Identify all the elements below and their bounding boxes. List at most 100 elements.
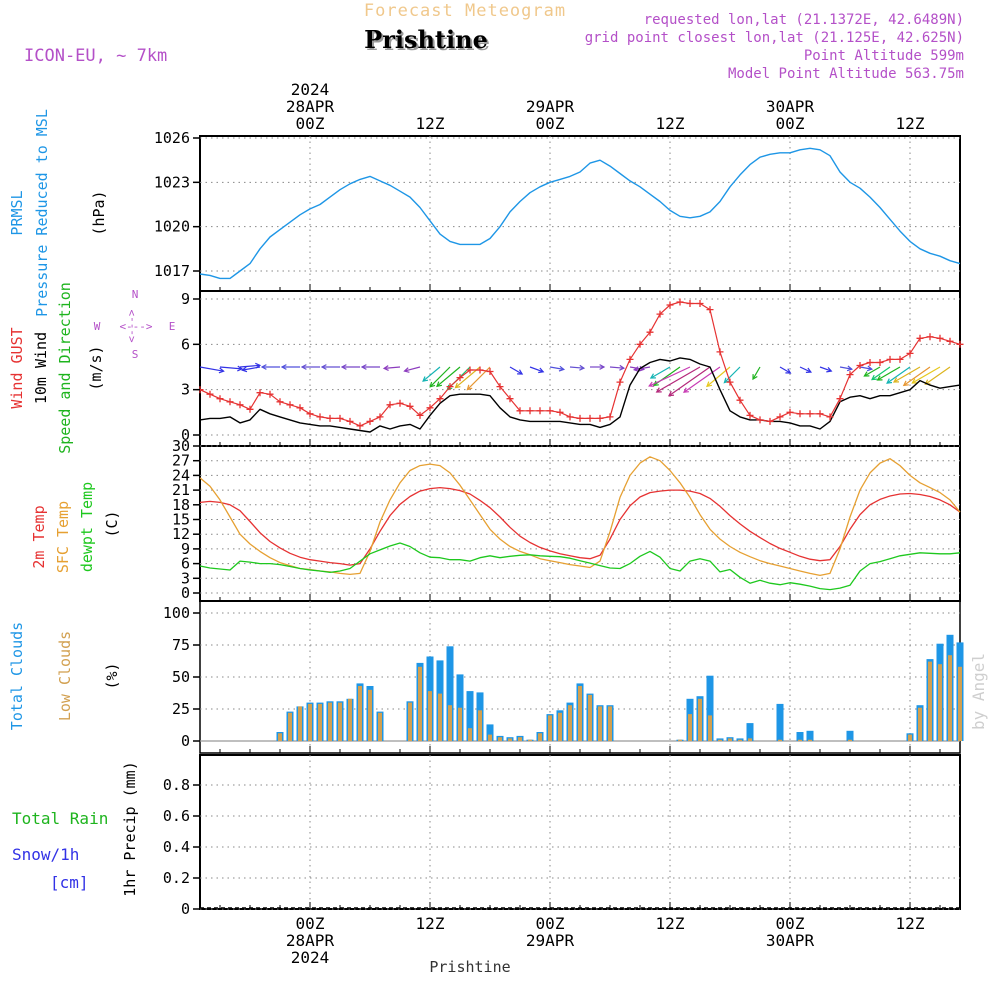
wind-arrow-head (682, 387, 689, 393)
time-label-top: 12Z (416, 114, 445, 133)
wind-direction-arrow (656, 366, 701, 393)
low-cloud-bar (728, 738, 732, 741)
total-cloud-bar (746, 723, 754, 741)
low-cloud-bar (288, 712, 292, 741)
wind-gust-marker (586, 414, 594, 422)
wind-direction-arrow (752, 366, 761, 380)
precipitation-panel (199, 754, 961, 910)
wind-gust-marker (776, 413, 784, 421)
y-tick-label: 18 (172, 496, 190, 514)
wind-gust-marker (716, 348, 724, 356)
total-clouds-label: Total Clouds (8, 622, 26, 730)
compass-e: E (169, 320, 176, 333)
y-tick-label: 25 (172, 700, 190, 718)
low-cloud-bar (358, 686, 362, 741)
watermark: by Angel (969, 653, 988, 730)
pressure-panel (199, 135, 961, 292)
wind-direction-arrow (911, 366, 941, 384)
low-cloud-bar (808, 739, 812, 741)
grid-lines (200, 136, 960, 910)
wind-gust-marker (446, 383, 454, 391)
wind-arrow-head (436, 381, 443, 388)
wind-gust-marker (316, 413, 324, 421)
wind-gust-marker (766, 417, 774, 425)
wind-gust-marker (296, 404, 304, 412)
wind-gust-marker (546, 407, 554, 415)
wind-direction-arrow (199, 366, 224, 372)
y-tick-label: 0.2 (163, 869, 190, 887)
wind-gust-marker (786, 408, 794, 416)
temp-2m-label: 2m Temp (30, 505, 48, 568)
wind-arrow-head (911, 378, 918, 384)
time-label-top: 2024 (291, 80, 330, 99)
low-cloud-bar (568, 705, 572, 741)
time-label-top: 30APR (766, 97, 815, 116)
wind-arrow-head (579, 364, 586, 371)
wind-gust-marker (826, 413, 834, 421)
wind-direction-arrow (839, 366, 852, 370)
y-tick-label: 0 (181, 900, 190, 918)
low-cloud-bar (428, 691, 432, 741)
wind-gust-marker (256, 389, 264, 397)
wind-arrow-head (785, 368, 792, 374)
wind-gust-marker (306, 410, 314, 418)
wind-gust-marker (596, 414, 604, 422)
y-tick-label: 0 (181, 584, 190, 602)
total-cloud-bar (776, 703, 784, 741)
low-cloud-bar (478, 710, 482, 741)
wind-arrow-head (218, 367, 225, 374)
wind-gust-marker (746, 411, 754, 419)
wind-gust-marker (246, 405, 254, 413)
wind-gust-marker (426, 404, 434, 412)
wind-gust-marker (856, 362, 864, 369)
low-cloud-bar (408, 702, 412, 741)
wind-gust-marker (656, 310, 664, 318)
low-cloud-bar (348, 698, 352, 741)
wind-gust-marker (886, 355, 894, 363)
low-clouds-label: Low Clouds (56, 631, 74, 721)
wind-gust-marker (336, 414, 344, 422)
low-cloud-bar (378, 712, 382, 741)
low-cloud-bar (278, 733, 282, 741)
wind-direction-arrow (648, 366, 691, 387)
low-cloud-bar (448, 705, 452, 741)
total-cloud-bar (466, 691, 474, 741)
model-point-altitude: Model Point Altitude 563.75m (728, 66, 964, 82)
pressure-label: Pressure Reduced to MSL (33, 109, 51, 317)
wind-gust-marker (556, 408, 564, 416)
y-tick-label: 6 (181, 555, 190, 573)
wind-gust-marker (526, 407, 534, 415)
low-cloud-bar (918, 707, 922, 741)
y-tick-label: 24 (172, 466, 190, 484)
compass-n: N (132, 288, 139, 301)
wind-gust-marker (916, 334, 924, 342)
grid-point-location: grid point closest lon,lat (21.125E, 42.… (585, 30, 964, 46)
wind-gust-marker (896, 355, 904, 363)
wind-arrow-head (558, 365, 566, 372)
wind-gust-marker (936, 334, 944, 342)
low-cloud-bar (848, 739, 852, 741)
wind-gust-marker (646, 328, 654, 336)
time-label-bottom: 00Z (296, 914, 325, 933)
low-cloud-bar (438, 693, 442, 741)
wind-gust-marker (956, 340, 964, 348)
wind-arrow-head (652, 380, 659, 387)
wind-arrow-head (454, 382, 461, 389)
wind-arrow-head (902, 380, 909, 387)
low-cloud-bar (798, 739, 802, 741)
snow-legend: Snow/1h (12, 845, 79, 864)
chart-title: Prishtine (364, 25, 488, 54)
wind-direction-arrow (903, 366, 931, 386)
wind-direction-arrow (799, 366, 812, 373)
low-cloud-bar (298, 706, 302, 741)
wind-gust-marker (206, 390, 214, 398)
wind-gust-marker (286, 401, 294, 409)
y-tick-label: 21 (172, 481, 190, 499)
wind-direction-arrow (384, 366, 401, 369)
wind-direction-arrow (509, 366, 523, 375)
low-cloud-bar (958, 666, 962, 741)
time-label-top: 29APR (526, 97, 575, 116)
low-cloud-bar (548, 715, 552, 741)
total-cloud-bar (706, 675, 714, 741)
